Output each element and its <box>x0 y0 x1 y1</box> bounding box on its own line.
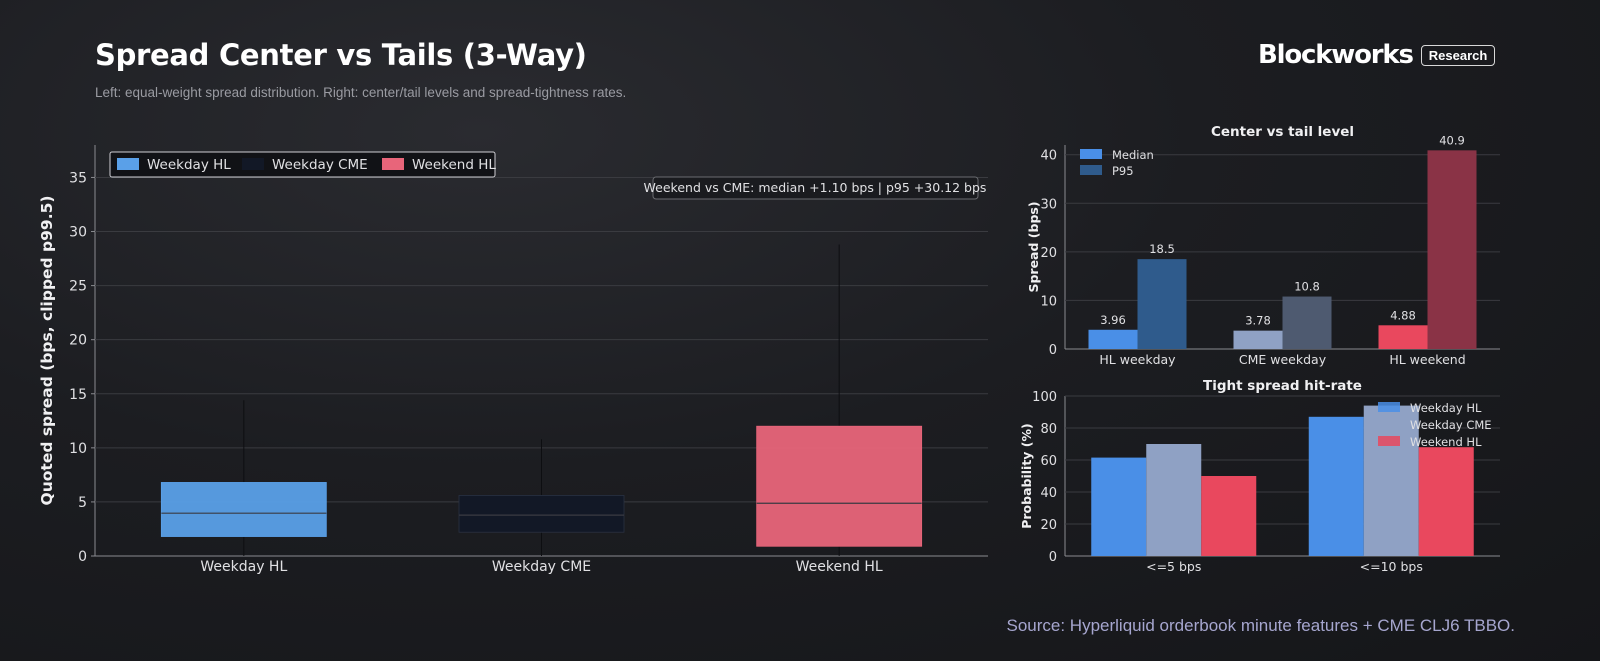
annotation-text: Weekend vs CME: median +1.10 bps | p95 +… <box>644 180 987 195</box>
legend-swatch <box>1080 165 1102 175</box>
data-label: 10.8 <box>1294 280 1320 294</box>
y-tick-label: 40 <box>1040 486 1057 501</box>
legend-label: Weekday CME <box>272 157 368 173</box>
panel-title: Center vs tail level <box>1211 124 1354 140</box>
data-label: 4.88 <box>1390 308 1416 322</box>
y-axis-label: Quoted spread (bps, clipped p99.5) <box>38 196 56 506</box>
legend: Median P95 <box>1080 148 1154 178</box>
data-label: 3.96 <box>1100 313 1126 327</box>
y-tick-label: 80 <box>1040 422 1057 437</box>
legend-label: Weekend HL <box>412 157 496 173</box>
box-weekend-hl <box>756 425 923 547</box>
bar-median <box>1088 329 1138 349</box>
y-tick-label: 5 <box>78 495 87 511</box>
y-tick-label: 0 <box>1049 343 1057 358</box>
y-tick-label: 15 <box>69 387 87 403</box>
legend-swatch <box>382 158 404 170</box>
y-tick-label: 100 <box>1032 390 1057 405</box>
brand-logo: Blockworks Research <box>1258 40 1496 70</box>
bar-weekday-hl <box>1091 457 1147 556</box>
annotation-box <box>652 176 979 200</box>
legend-swatch <box>1378 419 1400 429</box>
y-tick-label: 20 <box>1040 518 1057 533</box>
y-tick-label: 20 <box>1040 246 1057 261</box>
legend-label: Weekend HL <box>1410 435 1482 449</box>
data-label: 40.9 <box>1439 133 1465 147</box>
bar-weekend-hl <box>1201 476 1257 556</box>
y-tick-label: 60 <box>1040 454 1057 469</box>
y-tick-label: 35 <box>69 170 87 186</box>
y-axis-label: Probability (%) <box>1019 423 1034 529</box>
legend-label: Weekday HL <box>147 157 231 173</box>
bar-p95 <box>1137 259 1187 349</box>
legend-label: Weekday HL <box>1410 401 1482 415</box>
y-tick-label: 30 <box>69 225 87 241</box>
y-tick-label: 0 <box>78 549 87 565</box>
x-tick-label: <=5 bps <box>1146 559 1201 574</box>
y-tick-label: 20 <box>69 333 87 349</box>
brand-name: Blockworks <box>1258 40 1414 70</box>
legend-label: Median <box>1112 148 1154 162</box>
x-tick-label: <=10 bps <box>1360 559 1423 574</box>
legend-swatch <box>1080 149 1102 159</box>
y-tick-label: 10 <box>69 441 87 457</box>
legend-label: Weekday CME <box>1410 418 1492 432</box>
x-tick-label: Weekend HL <box>796 559 883 575</box>
legend-swatch <box>117 158 139 170</box>
legend-swatch <box>1378 436 1400 446</box>
chart-subtitle: Left: equal-weight spread distribution. … <box>95 85 627 100</box>
chart-title: Spread Center vs Tails (3-Way) <box>95 38 587 72</box>
legend-swatch <box>242 158 264 170</box>
data-label: 3.78 <box>1245 314 1271 328</box>
bar-median <box>1378 325 1428 349</box>
bar-weekday-cme <box>1146 444 1202 556</box>
y-tick-label: 0 <box>1049 550 1057 565</box>
y-tick-label: 30 <box>1040 197 1057 212</box>
data-label: 18.5 <box>1149 242 1175 256</box>
legend-swatch <box>1378 402 1400 412</box>
x-tick-label: HL weekday <box>1099 352 1176 367</box>
bar-p95 <box>1427 150 1477 349</box>
box-weekday-cme <box>458 495 625 533</box>
legend: Weekday HL Weekday CME Weekend HL <box>109 151 496 178</box>
x-tick-label: HL weekend <box>1389 352 1465 367</box>
x-tick-label: CME weekday <box>1239 352 1327 367</box>
source-note: Source: Hyperliquid orderbook minute fea… <box>1006 616 1515 635</box>
y-tick-label: 10 <box>1040 294 1057 309</box>
bar-p95 <box>1282 296 1332 349</box>
x-tick-label: Weekday HL <box>200 559 287 575</box>
panel-title: Tight spread hit-rate <box>1203 378 1362 394</box>
legend-label: P95 <box>1112 164 1134 178</box>
y-axis-label: Spread (bps) <box>1026 201 1041 292</box>
box-weekday-hl <box>160 482 327 537</box>
bar-weekday-cme <box>1363 405 1419 556</box>
y-tick-label: 40 <box>1040 149 1057 164</box>
x-tick-label: Weekday CME <box>492 559 591 575</box>
bar-weekend-hl <box>1418 447 1474 556</box>
bar-median <box>1233 330 1283 349</box>
legend: Weekday HL Weekday CME Weekend HL <box>1378 401 1492 449</box>
bar-weekday-hl <box>1308 416 1364 556</box>
brand-badge: Research <box>1420 44 1496 66</box>
y-tick-label: 25 <box>69 279 87 295</box>
